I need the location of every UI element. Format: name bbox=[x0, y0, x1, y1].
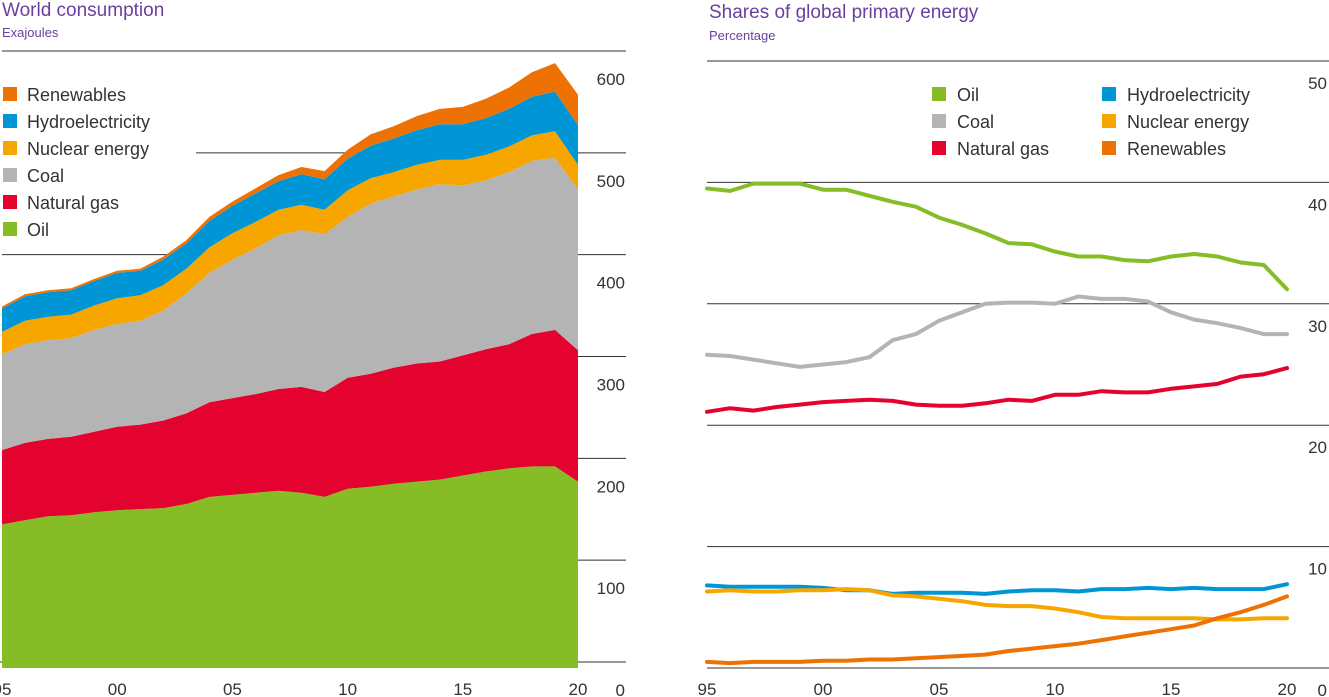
right-y-tick-10: 10 bbox=[1308, 560, 1327, 579]
legend-label-oil: Oil bbox=[27, 220, 49, 240]
legend-swatch-coal bbox=[3, 168, 17, 182]
left-y-tick-100: 100 bbox=[597, 579, 625, 598]
area-hydroelectricity bbox=[2, 91, 578, 332]
right-x-tick-labels: 95 00 05 10 15 20 bbox=[698, 680, 1297, 697]
legend-swatch-hydroelectricity bbox=[3, 114, 17, 128]
left-x-tick-labels: 95 00 05 10 15 20 bbox=[0, 680, 587, 697]
right-y-tick-20: 20 bbox=[1308, 438, 1327, 457]
right-y-tick-40: 40 bbox=[1308, 195, 1327, 214]
primary-energy-shares-title: Shares of global primary energy bbox=[709, 2, 979, 23]
line-renewables bbox=[705, 594, 1289, 666]
right-legend: Oil Coal Natural gas Hydroelectricity Nuclea… bbox=[932, 85, 1250, 159]
left-x-tick-20: 20 bbox=[569, 680, 588, 697]
line-nuclear-energy bbox=[705, 587, 1289, 622]
legend-label-nuclear-energy: Nuclear energy bbox=[1127, 112, 1249, 132]
right-y-tick-0: 0 bbox=[1318, 681, 1327, 697]
legend-label-coal: Coal bbox=[27, 166, 64, 186]
left-stacked-areas bbox=[2, 63, 578, 668]
area-renewables bbox=[2, 63, 578, 309]
left-x-tick-10: 10 bbox=[338, 680, 357, 697]
line-hydroelectricity bbox=[705, 582, 1289, 596]
left-y-tick-0: 0 bbox=[616, 681, 625, 697]
legend-swatch-oil bbox=[932, 87, 946, 101]
legend-label-natural-gas: Natural gas bbox=[957, 139, 1049, 159]
right-x-tick-00: 00 bbox=[814, 680, 833, 697]
left-y-tick-500: 500 bbox=[597, 172, 625, 191]
left-y-tick-600: 600 bbox=[597, 70, 625, 89]
left-y-tick-labels: 0 100 200 300 400 500 600 bbox=[597, 70, 625, 697]
line-coal bbox=[705, 294, 1289, 369]
legend-swatch-hydroelectricity bbox=[1102, 87, 1116, 101]
legend-label-natural-gas: Natural gas bbox=[27, 193, 119, 213]
legend-label-renewables: Renewables bbox=[1127, 139, 1226, 159]
legend-swatch-oil bbox=[3, 222, 17, 236]
right-x-tick-10: 10 bbox=[1046, 680, 1065, 697]
legend-label-hydroelectricity: Hydroelectricity bbox=[27, 112, 150, 132]
left-x-tick-15: 15 bbox=[453, 680, 472, 697]
legend-swatch-renewables bbox=[1102, 141, 1116, 155]
right-y-tick-30: 30 bbox=[1308, 317, 1327, 336]
right-series-lines bbox=[705, 181, 1289, 666]
area-oil bbox=[2, 466, 578, 668]
legend-label-coal: Coal bbox=[957, 112, 994, 132]
legend-swatch-nuclear-energy bbox=[3, 141, 17, 155]
right-y-tick-50: 50 bbox=[1308, 74, 1327, 93]
right-x-tick-95: 95 bbox=[698, 680, 717, 697]
legend-swatch-natural-gas bbox=[3, 195, 17, 209]
legend-swatch-nuclear-energy bbox=[1102, 114, 1116, 128]
right-gridlines bbox=[707, 60, 1329, 669]
right-x-tick-15: 15 bbox=[1162, 680, 1181, 697]
line-oil bbox=[705, 181, 1289, 292]
world-consumption-chart: World consumption Exajoules 0 100 200 300 40… bbox=[0, 0, 626, 697]
left-y-tick-300: 300 bbox=[597, 376, 625, 395]
legend-swatch-natural-gas bbox=[932, 141, 946, 155]
legend-label-nuclear-energy: Nuclear energy bbox=[27, 139, 149, 159]
legend-swatch-coal bbox=[932, 114, 946, 128]
left-legend: Renewables Hydroelectricity Nuclear energy… bbox=[3, 85, 150, 240]
left-x-tick-00: 00 bbox=[108, 680, 127, 697]
line-natural-gas bbox=[705, 366, 1289, 414]
area-nuclear-energy bbox=[2, 131, 578, 355]
left-x-tick-05: 05 bbox=[223, 680, 242, 697]
right-x-tick-05: 05 bbox=[930, 680, 949, 697]
left-y-tick-200: 200 bbox=[597, 477, 625, 496]
world-consumption-subtitle: Exajoules bbox=[2, 25, 59, 40]
legend-label-hydroelectricity: Hydroelectricity bbox=[1127, 85, 1250, 105]
left-y-tick-400: 400 bbox=[597, 274, 625, 293]
area-natural-gas bbox=[2, 329, 578, 525]
right-x-tick-20: 20 bbox=[1278, 680, 1297, 697]
right-y-tick-labels: 0 10 20 30 40 50 bbox=[1308, 74, 1327, 697]
primary-energy-shares-chart: Shares of global primary energy Percenta… bbox=[698, 2, 1329, 697]
legend-swatch-renewables bbox=[3, 87, 17, 101]
left-x-tick-95: 95 bbox=[0, 680, 11, 697]
legend-label-oil: Oil bbox=[957, 85, 979, 105]
legend-label-renewables: Renewables bbox=[27, 85, 126, 105]
world-consumption-title: World consumption bbox=[2, 0, 164, 21]
primary-energy-shares-subtitle: Percentage bbox=[709, 28, 776, 43]
area-coal bbox=[2, 157, 578, 451]
